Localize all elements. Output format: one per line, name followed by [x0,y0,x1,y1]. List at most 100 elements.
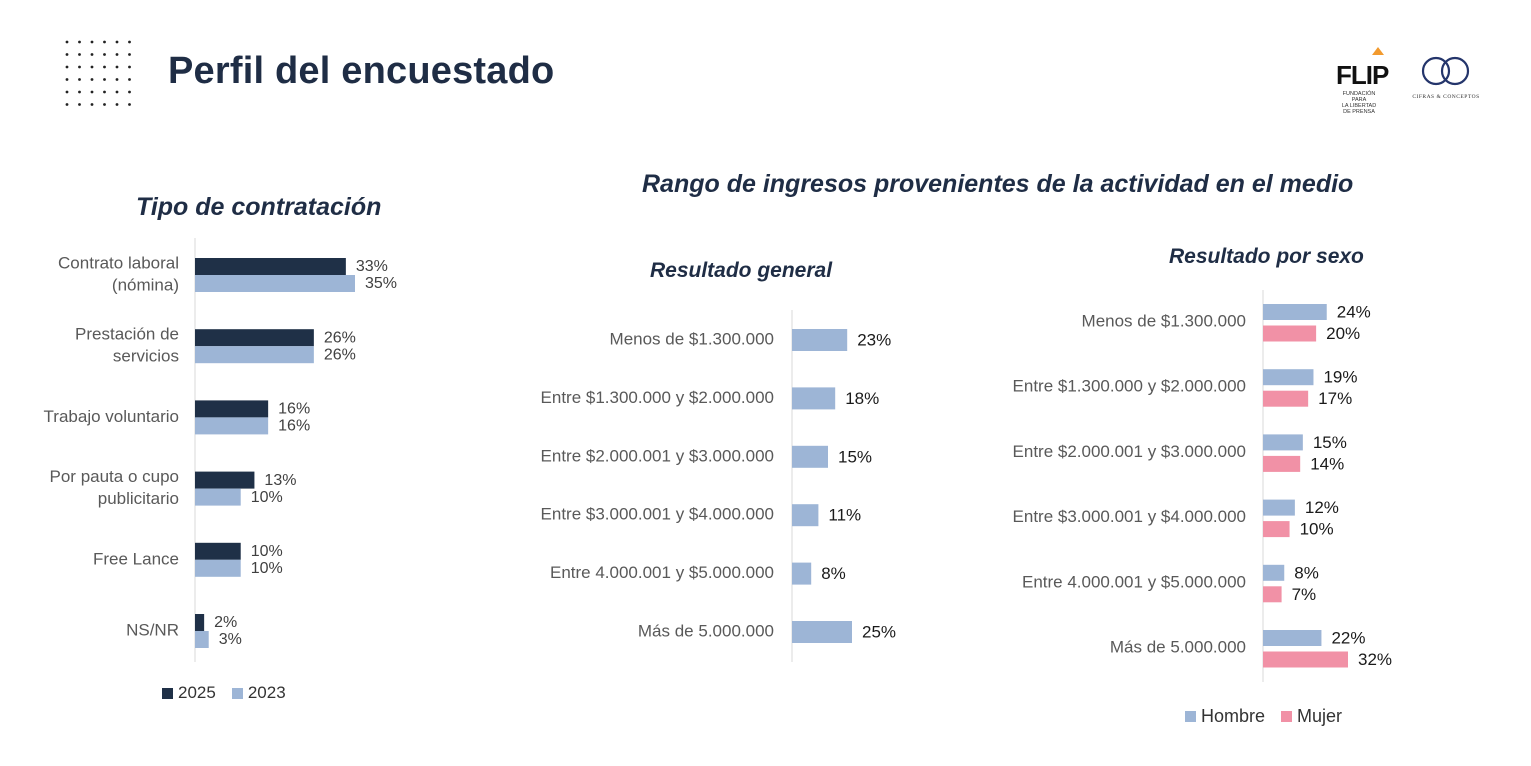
chart-title-tipo-contratacion: Tipo de contratación [136,193,382,221]
category-label-tipo-contratacion: servicios [113,347,179,366]
bar-2023-4 [195,559,241,577]
bar-2023-2 [195,417,269,435]
category-label-tipo-contratacion: Prestación de [75,325,179,344]
bar-Mujer-1 [1263,390,1309,407]
data-label-general: 23% [857,330,891,349]
dot-grid-decoration [65,40,131,106]
data-label-Mujer: 14% [1310,454,1344,473]
decoration-dot [65,53,69,56]
decoration-dot [90,65,94,69]
legend-swatch-mujer [1281,711,1293,722]
bar-2025-4 [195,542,241,560]
bar-2025-0 [195,258,346,275]
decoration-dot [90,53,94,56]
data-label-general: 25% [862,622,896,641]
legend-swatch-2025 [162,687,173,699]
category-label-resultado-general: Entre 4.000.001 y $5.000.000 [550,563,774,582]
decoration-dot [128,65,131,69]
legend-item-hombre: Hombre [1185,706,1265,727]
decoration-dot [103,53,106,56]
decoration-dot [78,103,81,106]
data-label-2025: 10% [251,543,283,560]
subtitle-resultado-sexo: Resultado por sexo [1169,245,1364,268]
legend-item-2023: 2023 [231,683,286,703]
decoration-dot [78,53,81,56]
bar-2025-5 [195,614,205,631]
decoration-dot [65,78,69,81]
legend-label-2023: 2023 [247,683,286,702]
legend-swatch-2023 [231,687,243,699]
decoration-dot [90,40,94,44]
data-label-Hombre: 22% [1331,628,1365,647]
bar-general-3 [792,504,819,527]
bar-Mujer-2 [1263,455,1301,472]
category-label-tipo-contratacion: Por pauta o cupo [50,467,179,486]
legend-item-mujer: Mujer [1281,706,1342,727]
decoration-dot [128,78,131,81]
category-label-tipo-contratacion: publicitario [98,489,179,508]
page-title: Perfil del encuestado [168,50,555,92]
legend-label-hombre: Hombre [1201,706,1266,726]
decoration-dot [65,65,69,69]
data-label-Hombre: 12% [1305,498,1339,517]
bar-2025-2 [195,400,269,418]
decoration-dot [78,78,81,81]
decoration-dot [65,103,69,106]
decoration-dot [103,90,106,94]
flip-logo: FLIP FUNDACIÓN PARA LA LIBERTAD DE PRENS… [1328,44,1390,115]
data-label-2023: 35% [365,275,397,292]
bar-Mujer-5 [1263,651,1348,668]
bar-Mujer-4 [1263,586,1282,603]
decoration-dot [103,103,106,106]
decoration-dot [103,65,106,69]
bar-2025-3 [195,471,255,489]
bar-Hombre-1 [1263,369,1314,386]
category-label-resultado-general: Entre $2.000.001 y $3.000.000 [541,446,774,465]
data-label-Hombre: 24% [1337,302,1371,321]
subtitle-resultado-general: Resultado general [650,259,833,282]
legend-item-2025: 2025 [162,683,216,703]
category-label-resultado-sexo: Más de 5.000.000 [1110,637,1246,656]
decoration-dot [115,53,119,56]
bar-general-0 [792,329,848,351]
decoration-dot [90,78,94,81]
decoration-dot [128,53,131,56]
data-label-Hombre: 8% [1294,563,1319,582]
decoration-dot [78,40,81,44]
cifras-logo-tagline: CIFRAS & CONCEPTOS [1412,94,1480,100]
legend-label-2025: 2025 [178,683,216,702]
decoration-dot [65,40,69,44]
decoration-dot [115,78,119,81]
bar-general-5 [792,621,852,643]
bar-Hombre-5 [1263,630,1322,646]
decoration-dot [115,65,119,69]
category-label-resultado-sexo: Entre 4.000.001 y $5.000.000 [1022,572,1246,591]
category-label-tipo-contratacion: Trabajo voluntario [44,407,179,426]
data-label-2023: 10% [251,560,283,577]
data-label-2023: 16% [278,418,310,435]
flip-logo-word: FLIP [1336,60,1389,90]
data-label-2025: 16% [278,401,310,418]
data-label-Hombre: 15% [1313,433,1347,452]
decoration-dot [78,65,81,69]
legend-tipo-contratacion: 2025 2023 [162,683,296,703]
data-label-2025: 13% [264,472,296,489]
data-label-Mujer: 20% [1326,324,1360,343]
data-label-2023: 3% [219,631,242,648]
data-label-2025: 2% [214,614,237,631]
category-label-resultado-general: Entre $1.300.000 y $2.000.000 [541,388,774,407]
category-label-resultado-sexo: Entre $2.000.001 y $3.000.000 [1013,442,1246,461]
decoration-dot [78,90,81,94]
decoration-dot [115,90,119,94]
category-label-tipo-contratacion: Contrato laboral [58,253,179,272]
category-label-resultado-sexo: Menos de $1.300.000 [1082,311,1246,330]
cifras-logo-mark [1421,56,1470,86]
category-label-resultado-sexo: Entre $1.300.000 y $2.000.000 [1013,377,1246,396]
data-label-2025: 26% [324,329,356,346]
decoration-dot [103,40,106,44]
bar-2023-5 [195,631,209,648]
data-label-2025: 33% [356,258,388,275]
flip-logo-tagline: FUNDACIÓN PARA LA LIBERTAD DE PRENSA [1341,91,1377,115]
data-label-general: 15% [838,447,872,466]
bar-Mujer-0 [1263,325,1317,342]
